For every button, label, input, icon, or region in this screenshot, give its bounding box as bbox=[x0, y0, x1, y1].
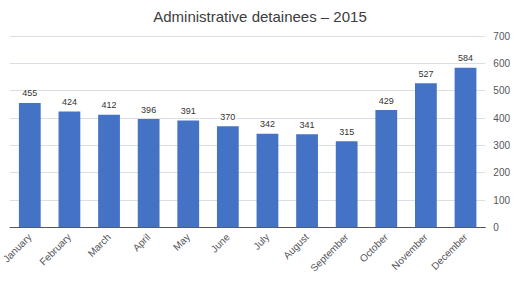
svg-text:341: 341 bbox=[300, 120, 315, 130]
svg-text:500: 500 bbox=[493, 85, 510, 96]
svg-text:342: 342 bbox=[260, 119, 275, 129]
svg-text:July: July bbox=[251, 231, 271, 251]
svg-text:January: January bbox=[1, 231, 34, 264]
svg-text:370: 370 bbox=[220, 112, 235, 122]
svg-text:August: August bbox=[281, 231, 311, 261]
svg-text:October: October bbox=[357, 231, 390, 264]
svg-text:527: 527 bbox=[418, 69, 433, 79]
svg-text:100: 100 bbox=[493, 195, 510, 206]
svg-text:584: 584 bbox=[458, 53, 473, 63]
svg-text:700: 700 bbox=[493, 31, 510, 42]
svg-text:429: 429 bbox=[379, 96, 394, 106]
svg-text:April: April bbox=[131, 231, 153, 253]
svg-text:455: 455 bbox=[22, 88, 37, 98]
svg-text:November: November bbox=[389, 231, 430, 272]
svg-text:0: 0 bbox=[493, 222, 499, 233]
svg-text:200: 200 bbox=[493, 167, 510, 178]
svg-text:Administrative detainees – 201: Administrative detainees – 2015 bbox=[153, 8, 366, 25]
svg-text:June: June bbox=[209, 231, 232, 254]
svg-text:600: 600 bbox=[493, 58, 510, 69]
svg-text:December: December bbox=[429, 231, 470, 272]
svg-text:424: 424 bbox=[62, 97, 77, 107]
svg-text:May: May bbox=[171, 231, 192, 252]
svg-text:400: 400 bbox=[493, 113, 510, 124]
svg-text:396: 396 bbox=[141, 105, 156, 115]
svg-text:300: 300 bbox=[493, 140, 510, 151]
svg-text:September: September bbox=[308, 231, 351, 274]
svg-text:February: February bbox=[37, 231, 73, 267]
svg-text:412: 412 bbox=[102, 100, 117, 110]
svg-text:March: March bbox=[86, 231, 113, 258]
svg-text:391: 391 bbox=[181, 106, 196, 116]
svg-text:315: 315 bbox=[339, 127, 354, 137]
